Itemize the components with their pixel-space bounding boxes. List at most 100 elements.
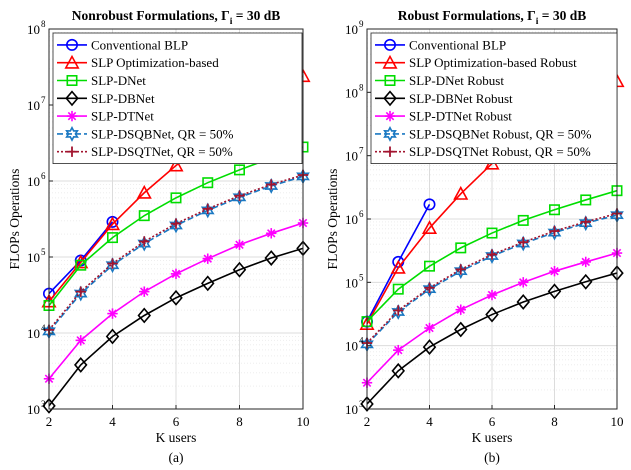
y-tick-label: 10 <box>345 275 358 290</box>
data-point <box>393 305 404 316</box>
y-tick-exponent: 7 <box>41 95 46 105</box>
y-tick-label: 10 <box>27 326 40 341</box>
data-point <box>75 286 86 297</box>
data-point <box>234 239 245 250</box>
data-point <box>75 335 86 346</box>
data-point <box>485 306 499 323</box>
chart-title: Robust Formulations, Γi = 30 dB <box>398 8 586 27</box>
y-tick-exponent: 6 <box>41 171 46 181</box>
data-point <box>549 265 560 277</box>
y-tick-exponent: 4 <box>41 323 46 333</box>
data-point <box>518 277 529 288</box>
data-point <box>107 232 119 244</box>
data-point <box>393 344 404 356</box>
legend-label: SLP-DBNet Robust <box>409 91 513 106</box>
data-point <box>423 260 435 272</box>
legend-entry: Conventional BLP <box>57 37 188 52</box>
data-point <box>453 185 469 200</box>
data-point <box>232 261 247 278</box>
data-point <box>516 294 531 310</box>
data-point <box>580 194 592 206</box>
legend-entry: SLP-DSQBNet, QR = 50% <box>57 125 234 142</box>
y-tick-exponent: 8 <box>359 82 364 92</box>
data-point <box>75 259 87 271</box>
data-point <box>578 215 593 232</box>
legend-entry: SLP-DSQBNet Robust, QR = 50% <box>375 125 592 142</box>
legend-marker <box>384 75 396 87</box>
y-tick-label: 10 <box>345 212 358 227</box>
data-point <box>107 258 118 269</box>
data-point <box>170 192 182 204</box>
panel-caption: (a) <box>169 450 184 465</box>
data-point <box>107 308 118 319</box>
legend-entry: SLP-DNet <box>57 73 146 88</box>
legend-marker <box>65 90 79 107</box>
panel-caption: (b) <box>484 450 500 465</box>
x-tick-label: 10 <box>611 414 624 429</box>
data-point <box>170 268 182 280</box>
y-tick-label: 10 <box>27 402 40 417</box>
data-point <box>234 164 246 176</box>
data-point <box>169 217 183 234</box>
legend-marker <box>66 146 78 157</box>
data-point <box>200 275 215 292</box>
data-point <box>547 224 562 241</box>
legend-marker <box>382 54 398 69</box>
legend-label: SLP-DSQTNet, QR = 50% <box>91 144 233 159</box>
y-tick-label: 10 <box>27 250 40 265</box>
legend-entry: SLP-DNet Robust <box>375 73 504 88</box>
y-axis-label: FLOPs Operations <box>325 169 340 270</box>
data-point <box>264 178 279 194</box>
data-point <box>421 220 438 235</box>
data-point <box>202 253 213 264</box>
y-tick-exponent: 4 <box>359 336 364 346</box>
series-line <box>367 189 617 323</box>
data-point <box>139 286 150 297</box>
legend-entry: Conventional BLP <box>375 37 506 52</box>
data-point <box>422 339 437 356</box>
data-point <box>453 263 468 280</box>
y-tick-exponent: 5 <box>359 272 364 282</box>
chart-title: Nonrobust Formulations, Γi = 30 dB <box>72 8 280 27</box>
y-tick-exponent: 6 <box>359 209 364 219</box>
data-point <box>517 214 529 226</box>
series-4 <box>360 265 624 412</box>
y-tick-label: 10 <box>27 22 40 37</box>
data-point <box>424 282 435 293</box>
y-tick-label: 10 <box>27 174 40 189</box>
data-point <box>360 396 374 412</box>
data-point <box>202 177 214 189</box>
data-point <box>264 250 279 266</box>
data-point <box>578 273 593 290</box>
data-point <box>455 304 466 315</box>
data-point <box>548 204 560 216</box>
legend-marker <box>66 75 78 87</box>
legend: Conventional BLP SLP Optimization-based R… <box>370 32 618 165</box>
legend-marker <box>384 146 396 157</box>
legend-label: SLP-DSQTNet Robust, QR = 50% <box>409 144 591 159</box>
data-point <box>234 190 245 201</box>
legend-marker <box>384 110 396 122</box>
data-point <box>486 227 498 239</box>
data-point <box>137 235 152 252</box>
legend-label: Conventional BLP <box>91 37 188 52</box>
legend-marker <box>64 54 80 69</box>
series-5 <box>43 217 309 384</box>
legend-entry: SLP-DSQTNet Robust, QR = 50% <box>375 144 591 159</box>
x-tick-label: 8 <box>236 414 243 429</box>
series-line <box>367 272 617 405</box>
data-point <box>137 307 152 324</box>
legend-label: SLP Optimization-based Robust <box>409 55 577 70</box>
data-point <box>168 157 184 172</box>
legend-entry: SLP Optimization-based <box>57 54 219 70</box>
data-point <box>392 283 404 295</box>
x-tick-label: 6 <box>489 414 496 429</box>
data-point <box>170 218 182 229</box>
y-tick-exponent: 3 <box>41 399 46 409</box>
legend-entry: SLP-DBNet <box>57 90 155 107</box>
data-point <box>453 321 468 338</box>
series-line <box>49 247 303 407</box>
data-point <box>42 397 56 414</box>
data-point <box>547 283 562 300</box>
y-tick-label: 10 <box>345 22 358 37</box>
